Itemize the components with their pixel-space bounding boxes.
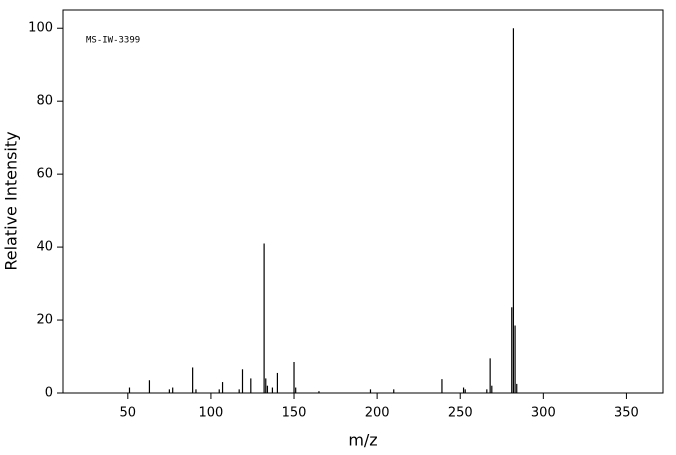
- x-tick-label: 300: [531, 406, 556, 421]
- x-tick-label: 250: [448, 406, 473, 421]
- y-tick-label: 80: [36, 94, 53, 109]
- y-tick-label: 40: [36, 240, 53, 255]
- y-tick-label: 100: [28, 21, 53, 36]
- x-axis-label: m/z: [348, 431, 377, 450]
- y-tick-label: 0: [45, 386, 53, 401]
- y-tick-label: 20: [36, 313, 53, 328]
- annotation: MS-IW-3399: [86, 36, 140, 46]
- x-tick-label: 350: [614, 406, 639, 421]
- y-axis-label: Relative Intensity: [2, 131, 21, 270]
- x-tick-label: 150: [282, 406, 307, 421]
- plot-frame: [62, 9, 664, 394]
- x-tick-label: 200: [365, 406, 390, 421]
- x-tick-label: 100: [199, 406, 224, 421]
- x-tick-label: 50: [120, 406, 137, 421]
- y-tick-label: 60: [36, 167, 53, 182]
